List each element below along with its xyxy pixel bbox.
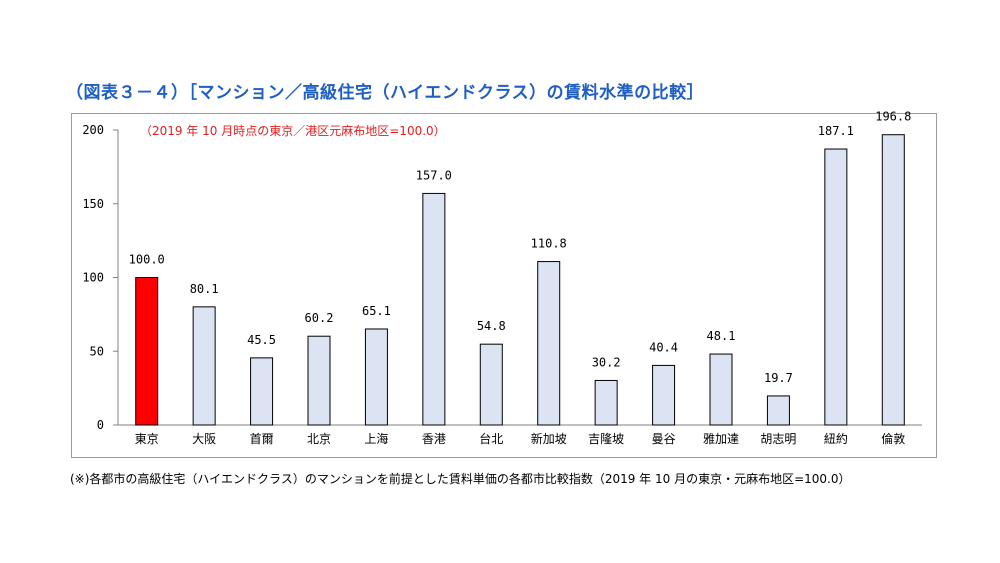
x-category-label: 新加坡 bbox=[531, 431, 567, 446]
chart-frame bbox=[71, 113, 937, 458]
x-category-label: 曼谷 bbox=[652, 432, 676, 446]
bar bbox=[824, 148, 848, 426]
bar bbox=[307, 335, 331, 426]
data-label: 65.1 bbox=[362, 304, 391, 318]
x-category-label: 倫敦 bbox=[881, 431, 905, 446]
y-tick-label: 150 bbox=[82, 197, 104, 211]
chart-title: （図表３－４）［マンション／高級住宅（ハイエンドクラス）の賃料水準の比較］ bbox=[66, 83, 705, 103]
bar bbox=[594, 379, 618, 426]
data-label: 30.2 bbox=[592, 355, 621, 369]
data-label: 48.1 bbox=[707, 329, 736, 343]
bar bbox=[479, 343, 503, 426]
x-category-label: 北京 bbox=[307, 432, 331, 446]
x-category-label: 上海 bbox=[364, 431, 388, 446]
x-category-label: 胡志明 bbox=[760, 432, 796, 446]
data-label: 45.5 bbox=[247, 333, 276, 347]
bar bbox=[422, 192, 446, 426]
data-label: 110.8 bbox=[531, 237, 567, 251]
bar-highlight bbox=[135, 277, 159, 426]
bar bbox=[709, 353, 733, 426]
data-label: 40.4 bbox=[649, 340, 678, 354]
data-label: 187.1 bbox=[818, 124, 854, 138]
bar bbox=[192, 306, 216, 426]
bar bbox=[364, 328, 388, 426]
x-category-label: 首爾 bbox=[250, 432, 274, 446]
data-label: 60.2 bbox=[305, 311, 334, 325]
data-label: 196.8 bbox=[875, 110, 911, 124]
x-category-label: 香港 bbox=[422, 432, 446, 446]
data-label: 80.1 bbox=[190, 282, 219, 296]
data-label: 54.8 bbox=[477, 319, 506, 333]
y-tick-label: 200 bbox=[82, 123, 104, 137]
data-label: 100.0 bbox=[129, 253, 165, 267]
chart-annotation: （2019 年 10 月時点の東京／港区元麻布地区=100.0） bbox=[140, 123, 446, 138]
x-category-label: 紐約 bbox=[824, 431, 848, 446]
x-category-label: 吉隆坡 bbox=[588, 431, 624, 446]
footnote: (※)各都市の高級住宅（ハイエンドクラス）のマンションを前提とした賃料単価の各都… bbox=[70, 472, 851, 486]
y-tick-label: 0 bbox=[97, 418, 104, 432]
data-label: 157.0 bbox=[416, 168, 452, 182]
x-category-label: 東京 bbox=[135, 432, 159, 446]
data-label: 19.7 bbox=[764, 371, 793, 385]
x-category-label: 大阪 bbox=[192, 432, 216, 446]
bar bbox=[537, 261, 561, 426]
bar bbox=[881, 134, 905, 426]
bar bbox=[250, 357, 274, 426]
y-tick-label: 50 bbox=[90, 344, 104, 358]
bar bbox=[766, 395, 790, 426]
x-category-label: 台北 bbox=[479, 431, 503, 446]
bar bbox=[652, 364, 676, 426]
x-category-label: 雅加達 bbox=[703, 431, 739, 446]
y-tick-label: 100 bbox=[82, 271, 104, 285]
